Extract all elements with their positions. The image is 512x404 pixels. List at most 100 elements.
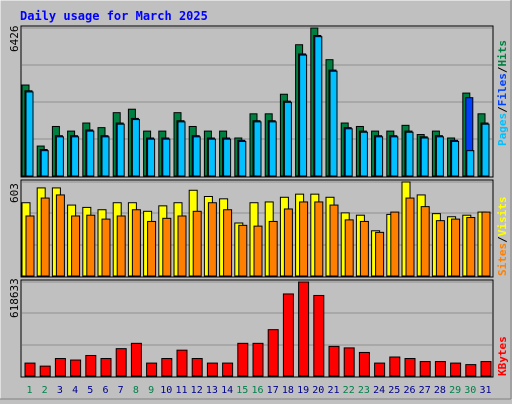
bar-kbytes-day-4 xyxy=(70,359,82,377)
bar-sites-day-30 xyxy=(466,217,476,277)
bar-sites-day-29 xyxy=(451,218,461,277)
x-tick-label-day-28: 28 xyxy=(434,385,446,396)
x-tick-label-day-5: 5 xyxy=(87,385,93,396)
bar-kbytes-day-21 xyxy=(328,345,340,377)
bar-sites-day-13 xyxy=(207,202,217,277)
legend-sep-2: / xyxy=(496,66,509,73)
bar-sites-day-26 xyxy=(405,197,415,277)
x-tick-label-day-26: 26 xyxy=(403,385,415,396)
x-tick-label-day-6: 6 xyxy=(102,385,108,396)
bar-pages-day-8 xyxy=(131,119,140,177)
visits-max-label: 603 xyxy=(8,183,21,203)
bar-sites-day-5 xyxy=(86,214,96,277)
bar-kbytes-day-19 xyxy=(298,281,310,377)
bar-kbytes-day-1 xyxy=(24,362,36,377)
bar-pages-day-5 xyxy=(86,130,95,177)
x-tick-label-day-8: 8 xyxy=(133,385,139,396)
chart-title: Daily usage for March 2025 xyxy=(20,9,208,23)
x-tick-label-day-2: 2 xyxy=(42,385,48,396)
bar-pages-day-10 xyxy=(162,138,171,177)
bar-sites-day-8 xyxy=(131,209,141,277)
x-tick-label-day-14: 14 xyxy=(221,385,233,396)
bar-sites-day-19 xyxy=(299,201,309,277)
bar-kbytes-day-25 xyxy=(389,356,401,377)
bar-kbytes-day-28 xyxy=(434,361,446,377)
bar-kbytes-day-17 xyxy=(267,329,279,377)
bar-pages-day-9 xyxy=(147,138,156,177)
bar-kbytes-day-22 xyxy=(343,347,355,377)
bar-sites-day-20 xyxy=(314,201,324,277)
bar-kbytes-day-7 xyxy=(115,348,127,377)
bar-sites-day-2 xyxy=(40,197,50,277)
bar-kbytes-day-3 xyxy=(54,358,66,377)
bar-kbytes-day-16 xyxy=(252,342,264,377)
legend-sites: Sites xyxy=(496,243,509,276)
legend-kbytes: KBytes xyxy=(496,336,509,376)
x-tick-label-day-9: 9 xyxy=(148,385,154,396)
bar-kbytes-day-13 xyxy=(206,362,218,377)
x-tick-label-day-7: 7 xyxy=(118,385,124,396)
x-tick-label-day-25: 25 xyxy=(388,385,400,396)
x-tick-label-day-19: 19 xyxy=(297,385,309,396)
x-tick-label-day-20: 20 xyxy=(312,385,324,396)
bar-pages-day-21 xyxy=(329,70,338,177)
bar-pages-day-4 xyxy=(71,136,80,177)
bar-sites-day-16 xyxy=(253,225,263,277)
legend-visits-sites: Sites/Visits xyxy=(496,197,509,277)
bar-kbytes-day-30 xyxy=(465,364,477,377)
bar-pages-day-20 xyxy=(314,36,323,177)
bar-pages-day-25 xyxy=(390,136,399,177)
bar-sites-day-9 xyxy=(147,220,157,277)
bar-pages-day-23 xyxy=(359,131,368,177)
bar-kbytes-day-18 xyxy=(282,293,294,377)
x-tick-label-day-1: 1 xyxy=(26,385,32,396)
bar-sites-day-12 xyxy=(192,210,202,277)
bar-pages-day-3 xyxy=(55,136,64,177)
bar-sites-day-21 xyxy=(329,204,339,277)
bar-pages-day-18 xyxy=(283,101,292,177)
bar-kbytes-day-12 xyxy=(191,358,203,377)
bar-sites-day-7 xyxy=(116,215,126,277)
bar-pages-day-2 xyxy=(40,150,49,177)
bar-sites-day-10 xyxy=(162,217,172,277)
x-tick-label-day-30: 30 xyxy=(464,385,476,396)
bar-sites-day-11 xyxy=(177,215,187,277)
bar-pages-day-16 xyxy=(253,121,262,177)
bar-kbytes-day-9 xyxy=(146,362,158,377)
bar-sites-day-4 xyxy=(71,215,81,277)
bar-pages-day-31 xyxy=(481,123,490,177)
bar-pages-day-12 xyxy=(192,136,201,177)
x-tick-label-day-21: 21 xyxy=(327,385,339,396)
x-tick-label-day-18: 18 xyxy=(282,385,294,396)
bar-kbytes-day-5 xyxy=(85,354,97,377)
bar-kbytes-day-23 xyxy=(358,351,370,377)
bar-kbytes-day-8 xyxy=(130,342,142,377)
x-tick-label-day-31: 31 xyxy=(479,385,491,396)
bar-pages-day-22 xyxy=(344,128,353,177)
bar-pages-day-1 xyxy=(25,91,34,177)
x-axis-labels: 1 2 3 4 5 6 7 8 9 10 11 12 13 14 15 16 17 18 19 20 21 22 23 24 2… xyxy=(26,385,491,396)
bar-pages-day-14 xyxy=(223,138,232,177)
bar-pages-day-26 xyxy=(405,131,414,177)
x-tick-label-day-23: 23 xyxy=(358,385,370,396)
legend-sep-3: / xyxy=(496,236,509,243)
bar-pages-day-24 xyxy=(375,136,384,177)
x-tick-label-day-17: 17 xyxy=(267,385,279,396)
legend-hits: Hits xyxy=(496,40,509,67)
bar-pages-day-30 xyxy=(466,150,475,177)
legend-files: Files xyxy=(496,73,509,106)
bar-kbytes-day-15 xyxy=(237,342,249,377)
bar-sites-day-1 xyxy=(25,215,35,277)
bar-kbytes-day-6 xyxy=(100,358,112,377)
x-tick-label-day-16: 16 xyxy=(251,385,263,396)
bar-sites-day-17 xyxy=(268,220,278,277)
bar-kbytes-day-11 xyxy=(176,349,188,377)
bar-kbytes-day-20 xyxy=(313,294,325,377)
x-tick-label-day-11: 11 xyxy=(175,385,187,396)
bar-pages-day-29 xyxy=(451,140,460,177)
legend-hits-files-pages: Pages/Files/Hits xyxy=(496,40,509,146)
bar-pages-day-27 xyxy=(420,137,429,177)
bar-pages-day-17 xyxy=(268,121,277,177)
bar-pages-day-28 xyxy=(435,136,444,177)
bar-kbytes-day-24 xyxy=(374,362,386,377)
